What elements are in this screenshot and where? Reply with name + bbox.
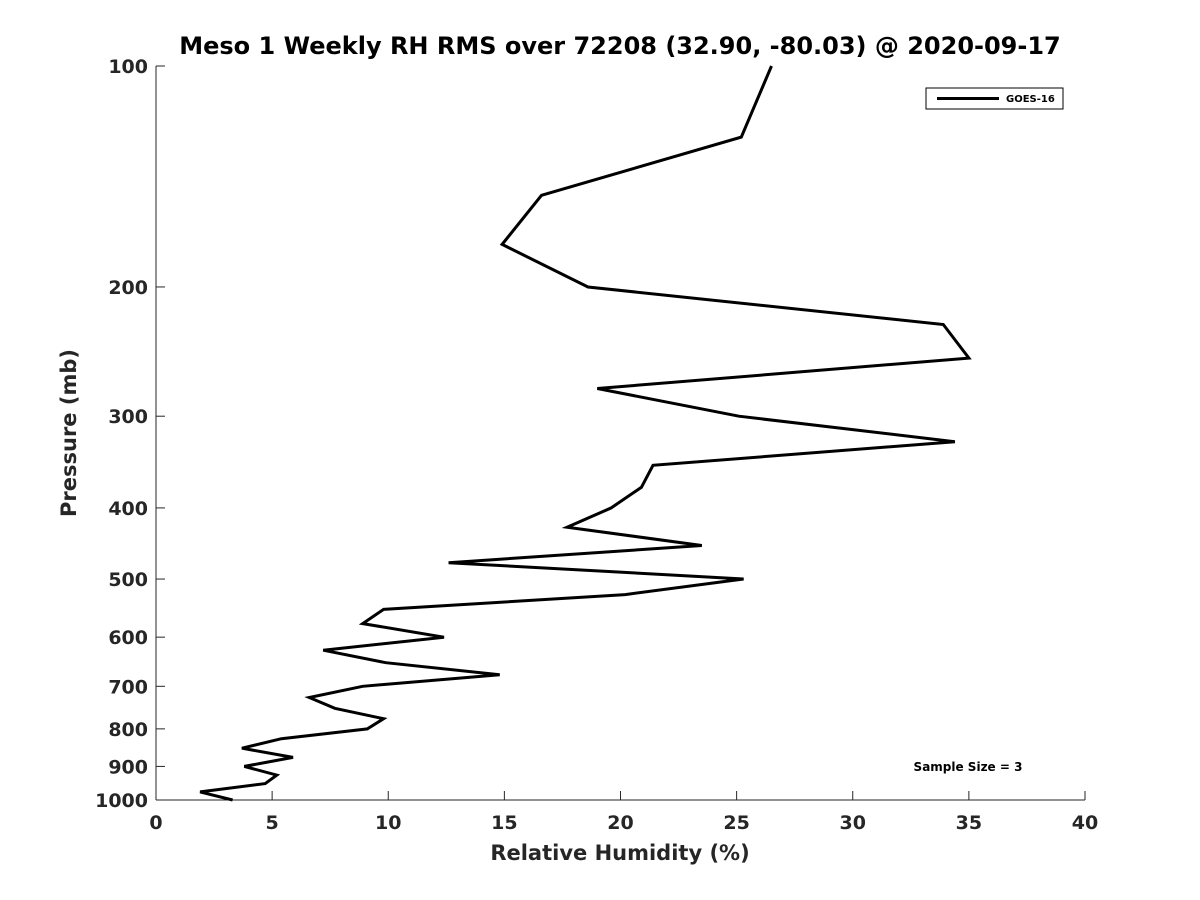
chart-title: Meso 1 Weekly RH RMS over 72208 (32.90, … (179, 32, 1061, 60)
y-tick-label: 1000 (95, 790, 148, 812)
plot-axes (155, 66, 1085, 801)
series-line-goes-16 (199, 65, 972, 802)
x-tick-label: 30 (840, 812, 866, 834)
y-tick-label: 200 (108, 277, 148, 299)
x-axis-label: Relative Humidity (%) (490, 841, 749, 865)
y-axis-label: Pressure (mb) (57, 349, 81, 517)
legend-entry-label: GOES-16 (1006, 94, 1055, 105)
y-tick-label: 500 (108, 569, 148, 591)
x-tick-label: 0 (149, 812, 162, 834)
y-tick-label: 100 (108, 56, 148, 78)
series-layer (199, 65, 972, 802)
axis-ticks: 0 5 10 15 20 25 30 35 40 100 200 300 400 500 600 700 800… (95, 56, 1098, 834)
y-tick-label: 300 (108, 406, 148, 428)
x-tick-label: 15 (491, 812, 517, 834)
x-tick-label: 35 (956, 812, 982, 834)
y-tick-label: 700 (108, 676, 148, 698)
x-tick-label: 10 (375, 812, 401, 834)
y-tick-label: 800 (108, 719, 148, 741)
x-tick-label: 20 (607, 812, 633, 834)
y-tick-label: 600 (108, 627, 148, 649)
legend: GOES-16 (925, 87, 1064, 110)
y-tick-label: 900 (108, 756, 148, 778)
x-tick-label: 40 (1072, 812, 1098, 834)
y-tick-label: 400 (108, 498, 148, 520)
x-tick-label: 25 (723, 812, 749, 834)
sample-size-annotation: Sample Size = 3 (914, 760, 1023, 774)
x-tick-label: 5 (266, 812, 279, 834)
